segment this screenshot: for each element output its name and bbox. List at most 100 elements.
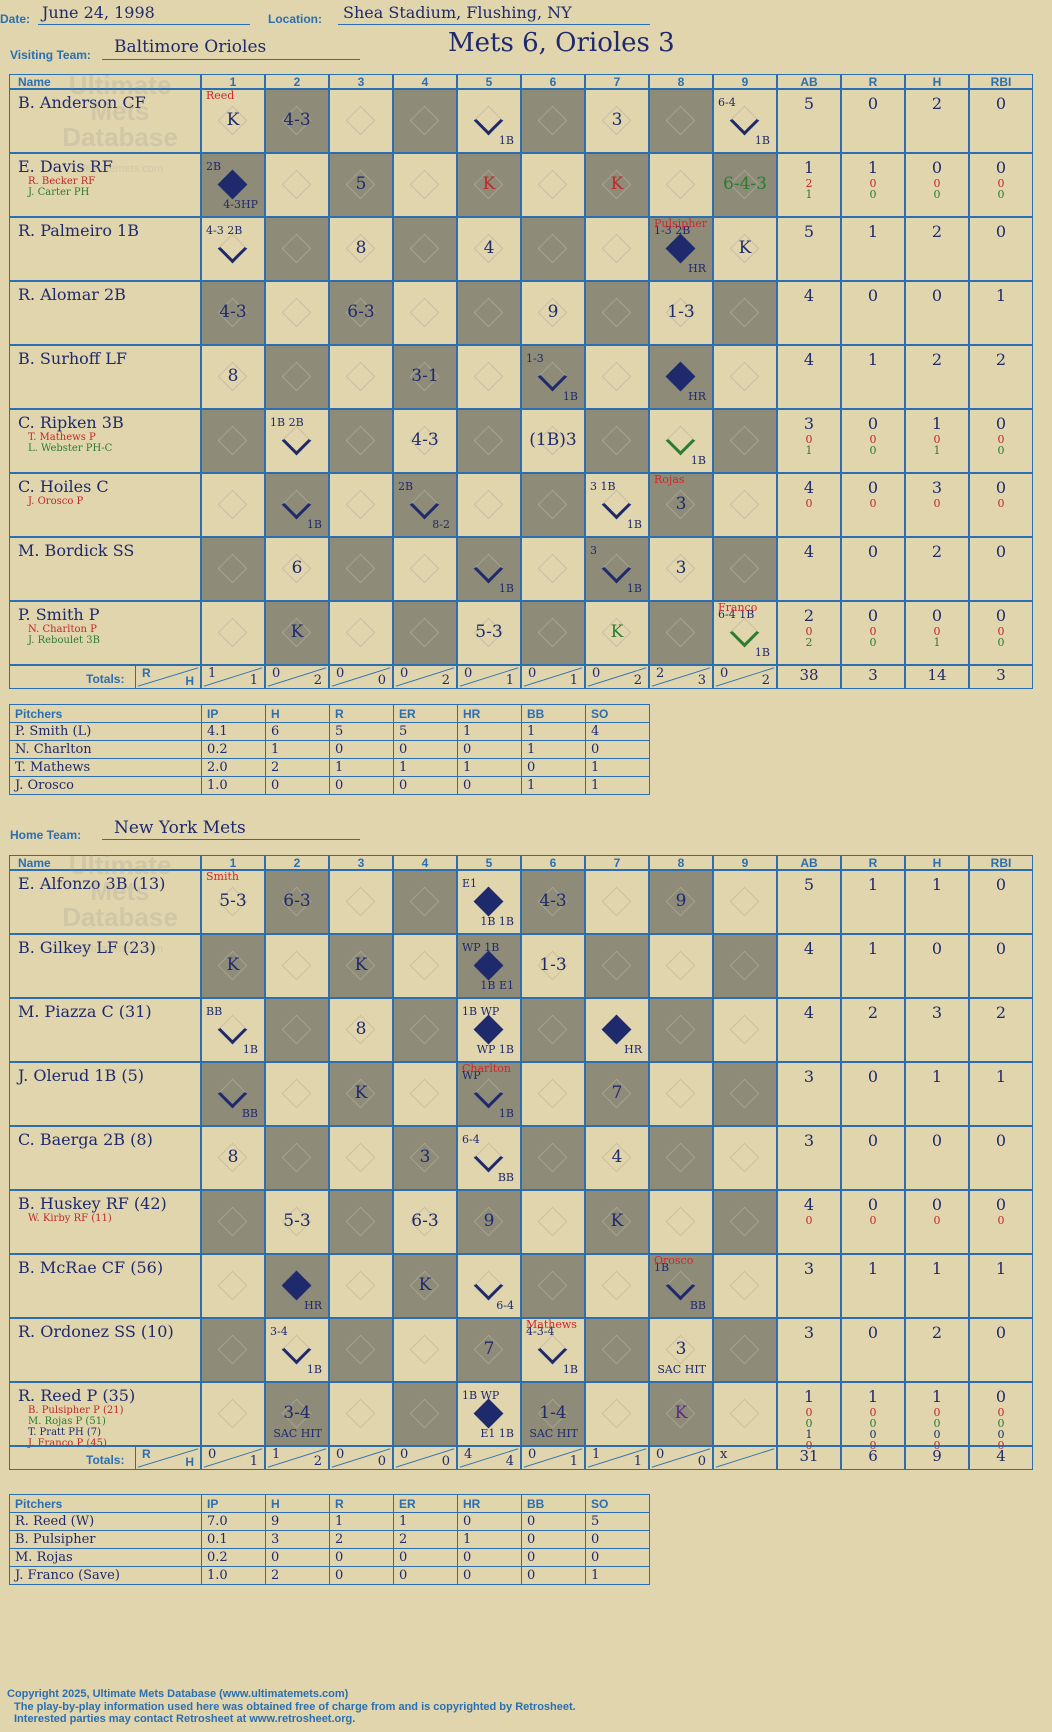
base-diamond [473, 361, 504, 392]
stat-value: 3 [803, 1323, 815, 1342]
pitcher-stat-h: 9 [265, 1512, 330, 1531]
play-note-top: 3 [590, 544, 597, 557]
play-result: K [354, 1083, 368, 1103]
stat-value: 0 [995, 939, 1007, 958]
pitcher-row: B. Pulsipher 0.1 3 2 2 1 0 0 [9, 1530, 650, 1549]
batter-stat-ab: 4 [777, 934, 841, 998]
at-bat-cell [265, 153, 329, 217]
stat-value: 1 [805, 188, 813, 201]
at-bat-cell: 6-3 [393, 1190, 457, 1254]
at-bat-cell [393, 89, 457, 153]
total-h: 14 [905, 665, 969, 689]
at-bat-cell: 1B WP E1 1B [457, 1382, 521, 1446]
inning-hits: 1 [249, 673, 258, 688]
at-bat-cell: HR [265, 1254, 329, 1318]
stat-value: 5 [803, 94, 815, 113]
at-bat-cell: 5 [329, 153, 393, 217]
batter-name: J. Olerud 1B (5) [18, 1066, 145, 1085]
play-result: 3-1 [411, 366, 439, 386]
base-diamond [729, 361, 760, 392]
stat-value: 1 [995, 1259, 1007, 1278]
base-diamond [345, 617, 376, 648]
stat-value: 0 [997, 1428, 1005, 1441]
at-bat-cell [265, 998, 329, 1062]
base-diamond [601, 489, 632, 520]
stat-value: 0 [869, 433, 877, 446]
play-result: 1-3 [667, 302, 695, 322]
base-diamond [601, 1270, 632, 1301]
batter-stat-ab: 3 [777, 1126, 841, 1190]
pitchers-column-header: Pitchers [9, 704, 202, 723]
at-bat-cell: K [329, 934, 393, 998]
stat-value: 2 [803, 606, 815, 625]
pitcher-stat-hr: 0 [457, 776, 522, 795]
stat-value: 0 [869, 636, 877, 649]
stat-value: 1 [805, 444, 813, 457]
at-bat-cell: 8 [201, 345, 265, 409]
stat-value: 3 [931, 1003, 943, 1022]
stat-value: 1 [931, 1387, 943, 1406]
at-bat-cell: 7 [457, 1318, 521, 1382]
base-diamond [537, 1014, 568, 1045]
pitcher-name: B. Pulsipher [9, 1530, 202, 1549]
play-result: K [418, 1275, 432, 1295]
stat-value: 0 [867, 286, 879, 305]
batter-stat-r: 0 [841, 89, 905, 153]
stat-value: 2 [995, 350, 1007, 369]
base-diamond [345, 1398, 376, 1429]
batter-name-cell: C. Hoiles C J. Orosco P [9, 473, 201, 537]
play-result: 5 [355, 174, 367, 194]
base-diamond [281, 233, 312, 264]
at-bat-cell [521, 1254, 585, 1318]
play-note-bottom: HR [688, 390, 706, 403]
inning-hits: 1 [633, 1454, 642, 1469]
at-bat-cell: E1 1B 1B [457, 870, 521, 934]
base-diamond [537, 489, 568, 520]
base-diamond [537, 1270, 568, 1301]
substitute-name: M. Rojas P (51) [28, 1416, 106, 1427]
batter-stat-r: 0 [841, 537, 905, 601]
at-bat-cell [585, 870, 649, 934]
stat-value: 0 [933, 1428, 941, 1441]
at-bat-cell: K [201, 934, 265, 998]
stat-value: 1 [867, 158, 879, 177]
base-diamond [601, 297, 632, 328]
pitcher-stat-r: 0 [329, 1548, 394, 1567]
batter-stat-r: 0 [841, 281, 905, 345]
base-diamond [729, 105, 760, 136]
batter-stat-rbi: 1 [969, 281, 1033, 345]
play-result: 6-4-3 [723, 174, 767, 194]
pitcher-stat-er: 2 [393, 1530, 458, 1549]
pitcher-row: N. Charlton 0.2 1 0 0 0 1 0 [9, 740, 650, 759]
stat-value: 0 [997, 433, 1005, 446]
stat-value: 0 [805, 625, 813, 638]
base-diamond [665, 617, 696, 648]
batter-name: R. Ordonez SS (10) [18, 1322, 174, 1341]
play-note-top: 1B 2B [270, 416, 304, 429]
pitcher-change-note: Smith [206, 870, 239, 883]
base-diamond [409, 1078, 440, 1109]
stat-value: 0 [867, 542, 879, 561]
date-underline [38, 24, 250, 25]
stat-value: 0 [997, 636, 1005, 649]
stat-value: 5 [803, 875, 815, 894]
play-result: 8 [355, 1019, 367, 1039]
visiting-team-name: Baltimore Orioles [114, 37, 267, 57]
base-diamond [601, 425, 632, 456]
base-diamond [409, 553, 440, 584]
batter-stat-r: 0 [841, 1126, 905, 1190]
stat-value: 1 [933, 636, 941, 649]
total-rbi: 4 [969, 1446, 1033, 1470]
pitchers-column-header: Pitchers [9, 1494, 202, 1513]
stat-value: 0 [995, 414, 1007, 433]
